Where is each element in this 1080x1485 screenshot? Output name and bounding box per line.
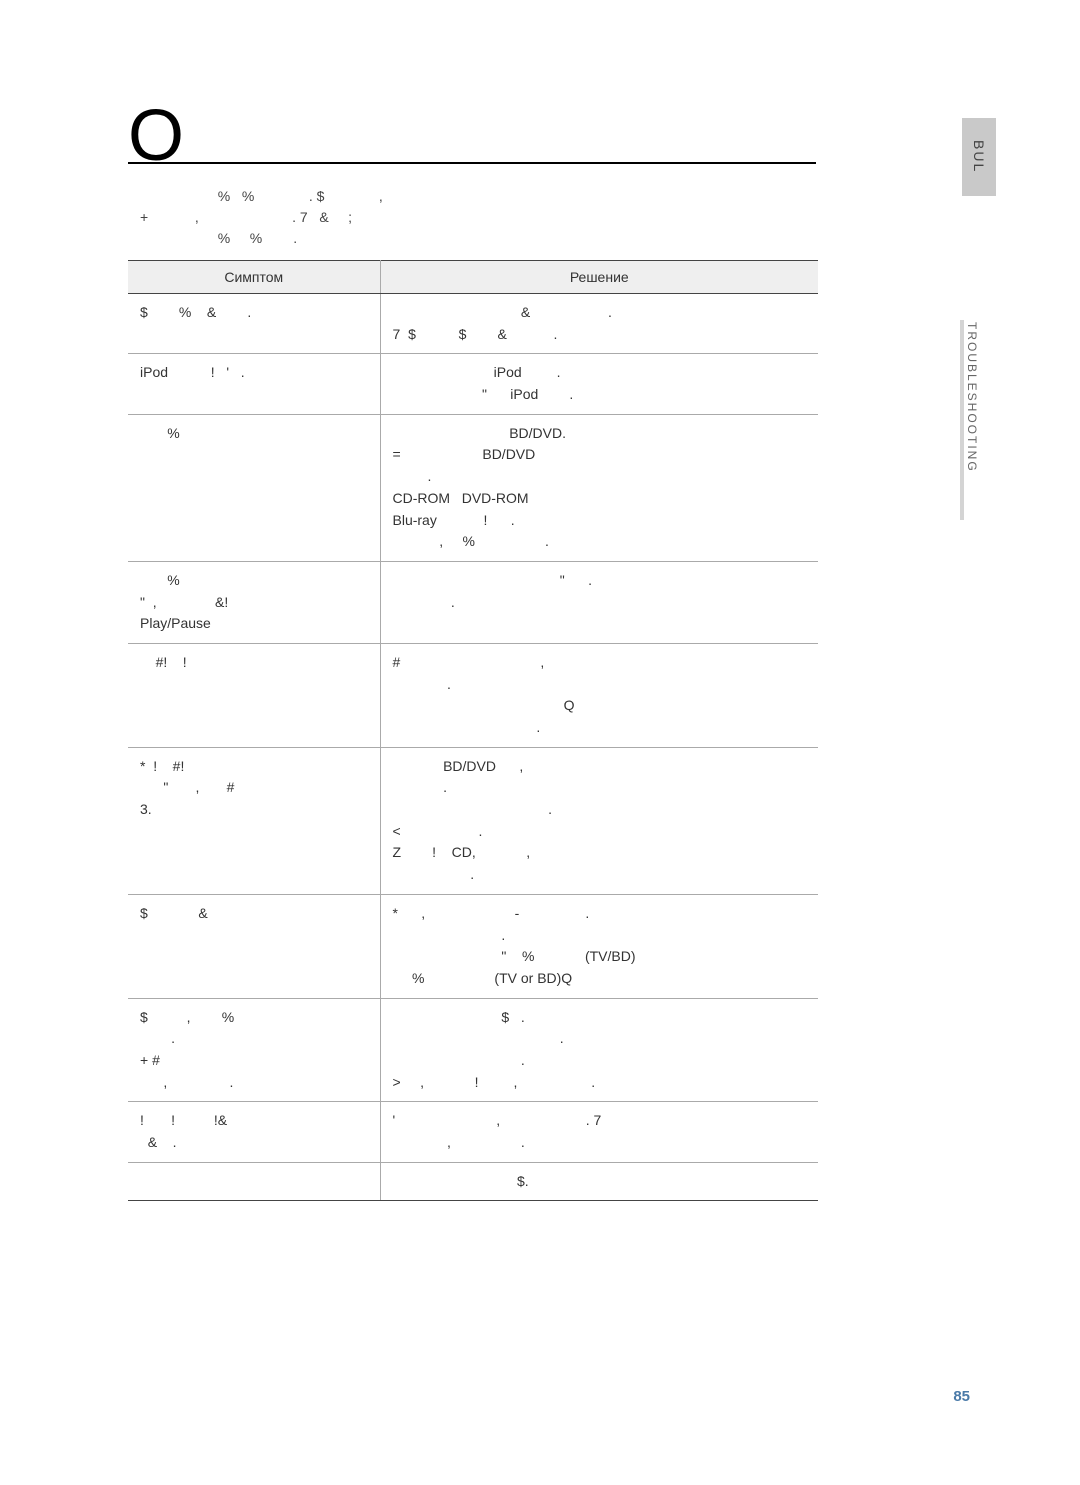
symptom-cell: $ % & .: [128, 294, 380, 354]
solution-cell: # , . Q .: [380, 643, 818, 747]
col-solution-header: Решение: [380, 261, 818, 294]
symptom-cell: [128, 1162, 380, 1201]
table-row: iPod ! ' . iPod . " iPod .: [128, 354, 818, 414]
symptom-cell: $ , % . + # , .: [128, 998, 380, 1102]
table-row: * ! #! " , # 3. BD/DVD , . . < . Z ! CD,…: [128, 747, 818, 894]
table-row: $ % & . & . 7 $ $ & .: [128, 294, 818, 354]
troubleshooting-table: Симптом Решение $ % & . & . 7 $ $ & .iPo…: [128, 260, 818, 1201]
side-tab-language-label: BUL: [971, 140, 987, 173]
table-row: % BD/DVD. = BD/DVD . CD-ROM DVD-ROM Blu-…: [128, 414, 818, 561]
col-symptom-header: Симптом: [128, 261, 380, 294]
table-row: $ , % . + # , . $ . . . > , !: [128, 998, 818, 1102]
title-rule: [128, 162, 816, 164]
symptom-cell: $ &: [128, 894, 380, 998]
table-row: ! ! !& & .' , . 7 , .: [128, 1102, 818, 1162]
solution-cell: & . 7 $ $ & .: [380, 294, 818, 354]
solution-cell: " . .: [380, 561, 818, 643]
table-row: #! !# , . Q .: [128, 643, 818, 747]
solution-cell: BD/DVD , . . < . Z ! CD, , .: [380, 747, 818, 894]
solution-cell: iPod . " iPod .: [380, 354, 818, 414]
table-row: $.: [128, 1162, 818, 1201]
solution-cell: $.: [380, 1162, 818, 1201]
solution-cell: $ . . . > , ! , .: [380, 998, 818, 1102]
page: BUL TROUBLESHOOTING O % % . $ , + , . 7 …: [0, 0, 1080, 1485]
solution-cell: * , - . . " % (TV/BD) % (TV or BD)Q: [380, 894, 818, 998]
symptom-cell: ! ! !& & .: [128, 1102, 380, 1162]
intro-text: % % . $ , + , . 7 & ; % % .: [140, 186, 660, 249]
symptom-cell: #! !: [128, 643, 380, 747]
symptom-cell: % " , &! Play/Pause: [128, 561, 380, 643]
page-number: 85: [953, 1388, 970, 1405]
troubleshooting-tbody: $ % & . & . 7 $ $ & .iPod ! ' . iPod .: [128, 294, 818, 1201]
symptom-cell: iPod ! ' .: [128, 354, 380, 414]
symptom-cell: * ! #! " , # 3.: [128, 747, 380, 894]
table-row: $ &* , - . . " % (TV/BD) % (TV or BD)Q: [128, 894, 818, 998]
table-row: % " , &! Play/Pause " . .: [128, 561, 818, 643]
side-tab-language: BUL: [962, 118, 996, 196]
symptom-cell: %: [128, 414, 380, 561]
side-tab-section-label: TROUBLESHOOTING: [965, 322, 979, 473]
solution-cell: BD/DVD. = BD/DVD . CD-ROM DVD-ROM Blu-ra…: [380, 414, 818, 561]
troubleshooting-table-wrap: Симптом Решение $ % & . & . 7 $ $ & .iPo…: [128, 260, 818, 1201]
solution-cell: ' , . 7 , .: [380, 1102, 818, 1162]
side-tab-section: TROUBLESHOOTING: [960, 320, 980, 520]
